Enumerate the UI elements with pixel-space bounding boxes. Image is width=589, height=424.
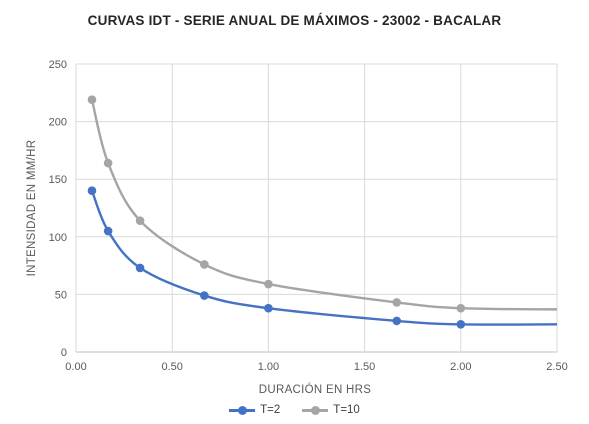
- y-tick-label-4: 200: [49, 117, 67, 129]
- x-tick-label-1: 0.50: [161, 361, 182, 373]
- x-tick-label-5: 2.50: [546, 361, 567, 373]
- data-point-s0-0[interactable]: [87, 186, 97, 196]
- y-tick-label-2: 100: [49, 232, 67, 244]
- x-tick-label-4: 2.00: [450, 361, 471, 373]
- data-point-s0-6[interactable]: [456, 320, 466, 329]
- data-point-s1-3[interactable]: [200, 260, 209, 269]
- y-tick-label-1: 50: [55, 289, 67, 301]
- data-point-s1-4[interactable]: [264, 279, 273, 289]
- data-point-s0-2[interactable]: [135, 263, 145, 273]
- data-point-s0-5[interactable]: [392, 316, 402, 326]
- series-line-0: [90, 190, 558, 326]
- x-axis-title: DURACIÓN EN HRS: [259, 383, 372, 396]
- legend: T=2 T=10: [0, 404, 589, 416]
- data-point-s1-2[interactable]: [135, 216, 145, 225]
- x-tick-label-2: 1.00: [258, 361, 279, 373]
- x-tick-label-3: 1.50: [354, 361, 375, 373]
- legend-swatch-t10: [302, 405, 329, 415]
- legend-swatch-t2: [229, 405, 256, 415]
- y-tick-label-3: 150: [49, 174, 67, 186]
- legend-item-t2[interactable]: T=2: [229, 404, 280, 416]
- y-tick-label-5: 250: [49, 59, 67, 71]
- data-point-s1-1[interactable]: [103, 158, 113, 168]
- data-point-s1-0[interactable]: [87, 95, 97, 105]
- y-axis-title: INTENSIDAD EN MM/HR: [26, 140, 38, 277]
- legend-label-t10: T=10: [333, 404, 360, 416]
- data-point-s1-5[interactable]: [392, 298, 402, 307]
- data-point-s0-1[interactable]: [103, 226, 113, 236]
- data-point-s0-4[interactable]: [264, 303, 273, 313]
- legend-label-t2: T=2: [260, 404, 281, 416]
- y-tick-label-0: 0: [61, 347, 67, 359]
- series-layer: [87, 95, 558, 329]
- data-point-s0-3[interactable]: [200, 291, 209, 300]
- x-tick-label-0: 0.00: [65, 361, 86, 373]
- series-line-1: [90, 99, 558, 311]
- tick-labels: 0 50 100 150 200 250 0.00 0.50 1.00 1.50 2.00 2.50: [49, 59, 568, 373]
- chart-title: CURVAS IDT - SERIE ANUAL DE MÁXIMOS - 23…: [87, 13, 502, 28]
- data-point-s1-6[interactable]: [456, 303, 466, 313]
- legend-item-t10[interactable]: T=10: [302, 404, 360, 416]
